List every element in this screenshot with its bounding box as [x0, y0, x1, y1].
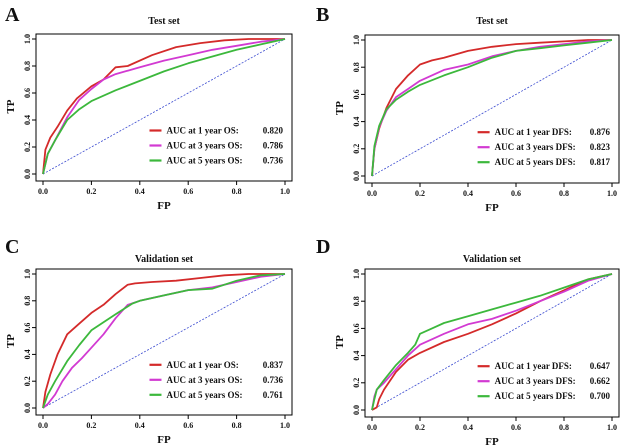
x-tick-label: 0.0 — [367, 189, 377, 198]
panel-a: A Test set 0.0 0.2 0.4 0.6 0.8 1.0 0.0 0.2 0.4 0.6 0… — [5, 4, 292, 212]
legend-auc-2: 0.662 — [590, 376, 611, 386]
x-tick-label: 0.6 — [183, 187, 193, 196]
x-axis-label: FP — [157, 434, 171, 446]
x-tick-label: 0.8 — [559, 423, 569, 432]
x-tick-label: 0.4 — [463, 189, 473, 198]
legend-auc-3: 0.736 — [263, 156, 284, 166]
y-tick-label: 0.8 — [352, 296, 361, 306]
y-tick-label: 0.2 — [352, 378, 361, 388]
x-tick-label: 0.8 — [232, 421, 242, 430]
legend-label-2: AUC at 3 years OS: — [166, 375, 242, 385]
reference-diagonal — [43, 274, 285, 408]
legend-label-2: AUC at 3 years OS: — [166, 141, 242, 151]
x-tick-label: 0.8 — [559, 189, 569, 198]
y-axis-label: TP — [5, 334, 17, 348]
x-tick-label: 0.2 — [415, 423, 425, 432]
legend-auc-3: 0.700 — [590, 391, 611, 401]
legend-auc-2: 0.786 — [263, 141, 284, 151]
y-tick-label: 0.2 — [23, 376, 32, 386]
legend-label-1: AUC at 1 year DFS: — [495, 127, 572, 137]
x-tick-label: 0.2 — [86, 187, 96, 196]
legend-label-1: AUC at 1 year OS: — [166, 360, 238, 370]
legend-label-1: AUC at 1 year DFS: — [495, 361, 572, 371]
x-tick-label: 0.8 — [232, 187, 242, 196]
plot-frame — [365, 269, 619, 417]
legend-label-3: AUC at 5 years OS: — [166, 390, 242, 400]
legend-label-3: AUC at 5 years DFS: — [495, 391, 576, 401]
legend-auc-1: 0.647 — [590, 361, 611, 371]
legend-auc-3: 0.761 — [263, 390, 284, 400]
x-tick-label: 0.6 — [511, 189, 521, 198]
y-tick-label: 0.6 — [23, 88, 32, 98]
y-tick-label: 0.0 — [23, 403, 32, 413]
y-tick-label: 0.2 — [23, 142, 32, 152]
x-tick-label: 0.4 — [135, 187, 145, 196]
y-axis-label: TP — [5, 99, 17, 113]
y-tick-label: 1.0 — [23, 269, 32, 279]
y-axis-label: TP — [334, 101, 346, 115]
reference-diagonal — [372, 274, 612, 410]
x-tick-label: 0.4 — [463, 423, 473, 432]
panel-d: D Validation set 0.0 0.2 0.4 0.6 0.8 1.0 0.0 0.2 0… — [316, 236, 619, 446]
legend-label-1: AUC at 1 year OS: — [166, 126, 238, 136]
y-tick-label: 1.0 — [23, 34, 32, 44]
legend-label-2: AUC at 3 years DFS: — [495, 142, 576, 152]
x-tick-label: 0.0 — [38, 421, 48, 430]
x-axis-label: FP — [157, 200, 171, 212]
legend-label-3: AUC at 5 years DFS: — [495, 157, 576, 167]
x-tick-label: 0.4 — [135, 421, 145, 430]
y-tick-label: 0.8 — [352, 62, 361, 72]
y-tick-label: 0.4 — [23, 115, 32, 125]
x-tick-label: 0.2 — [86, 421, 96, 430]
x-axis-label: FP — [485, 436, 499, 446]
legend-auc-1: 0.837 — [263, 360, 284, 370]
y-tick-label: 0.6 — [352, 89, 361, 99]
x-tick-label: 1.0 — [607, 423, 617, 432]
y-tick-label: 0.0 — [352, 405, 361, 415]
plot-frame — [36, 269, 292, 415]
y-tick-label: 0.8 — [23, 296, 32, 306]
x-axis-label: FP — [485, 202, 499, 214]
y-tick-label: 0.6 — [352, 323, 361, 333]
x-tick-label: 0.6 — [183, 421, 193, 430]
x-tick-label: 0.0 — [367, 423, 377, 432]
legend-auc-1: 0.876 — [590, 127, 611, 137]
chart-title: Validation set — [135, 254, 194, 265]
panel-label: B — [316, 4, 329, 26]
panel-label: C — [5, 236, 19, 258]
y-tick-label: 0.2 — [352, 144, 361, 154]
panel-b: B Test set 0.0 0.2 0.4 0.6 0.8 1.0 0.0 0.2 0.4 0.6 0… — [316, 4, 619, 214]
y-tick-label: 1.0 — [352, 35, 361, 45]
y-tick-label: 0.4 — [23, 349, 32, 359]
panel-c: C Validation set 0.0 0.2 0.4 0.6 0.8 1.0 0.0 0.2 0… — [5, 236, 292, 446]
legend-label-2: AUC at 3 years DFS: — [495, 376, 576, 386]
y-tick-label: 0.4 — [352, 351, 361, 361]
y-tick-label: 1.0 — [352, 269, 361, 279]
reference-diagonal — [43, 39, 285, 174]
x-tick-label: 0.6 — [511, 423, 521, 432]
y-tick-label: 0.6 — [23, 323, 32, 333]
y-tick-label: 0.8 — [23, 61, 32, 71]
panel-label: A — [5, 4, 20, 26]
roc-figure: A Test set 0.0 0.2 0.4 0.6 0.8 1.0 0.0 0.2 0.4 0.6 0… — [0, 0, 622, 446]
chart-title: Test set — [148, 16, 180, 27]
legend-label-3: AUC at 5 years OS: — [166, 156, 242, 166]
legend-auc-3: 0.817 — [590, 157, 611, 167]
y-tick-label: 0.4 — [352, 117, 361, 127]
y-tick-label: 0.0 — [23, 169, 32, 179]
x-tick-label: 1.0 — [280, 421, 290, 430]
reference-diagonal — [372, 40, 612, 176]
y-tick-label: 0.0 — [352, 171, 361, 181]
x-tick-label: 1.0 — [607, 189, 617, 198]
panel-label: D — [316, 236, 330, 258]
legend-auc-2: 0.823 — [590, 142, 611, 152]
x-tick-label: 1.0 — [280, 187, 290, 196]
legend-auc-1: 0.820 — [263, 126, 284, 136]
legend-auc-2: 0.736 — [263, 375, 284, 385]
chart-title: Validation set — [463, 254, 522, 265]
chart-title: Test set — [476, 16, 508, 27]
x-tick-label: 0.2 — [415, 189, 425, 198]
y-axis-label: TP — [334, 335, 346, 349]
x-tick-label: 0.0 — [38, 187, 48, 196]
